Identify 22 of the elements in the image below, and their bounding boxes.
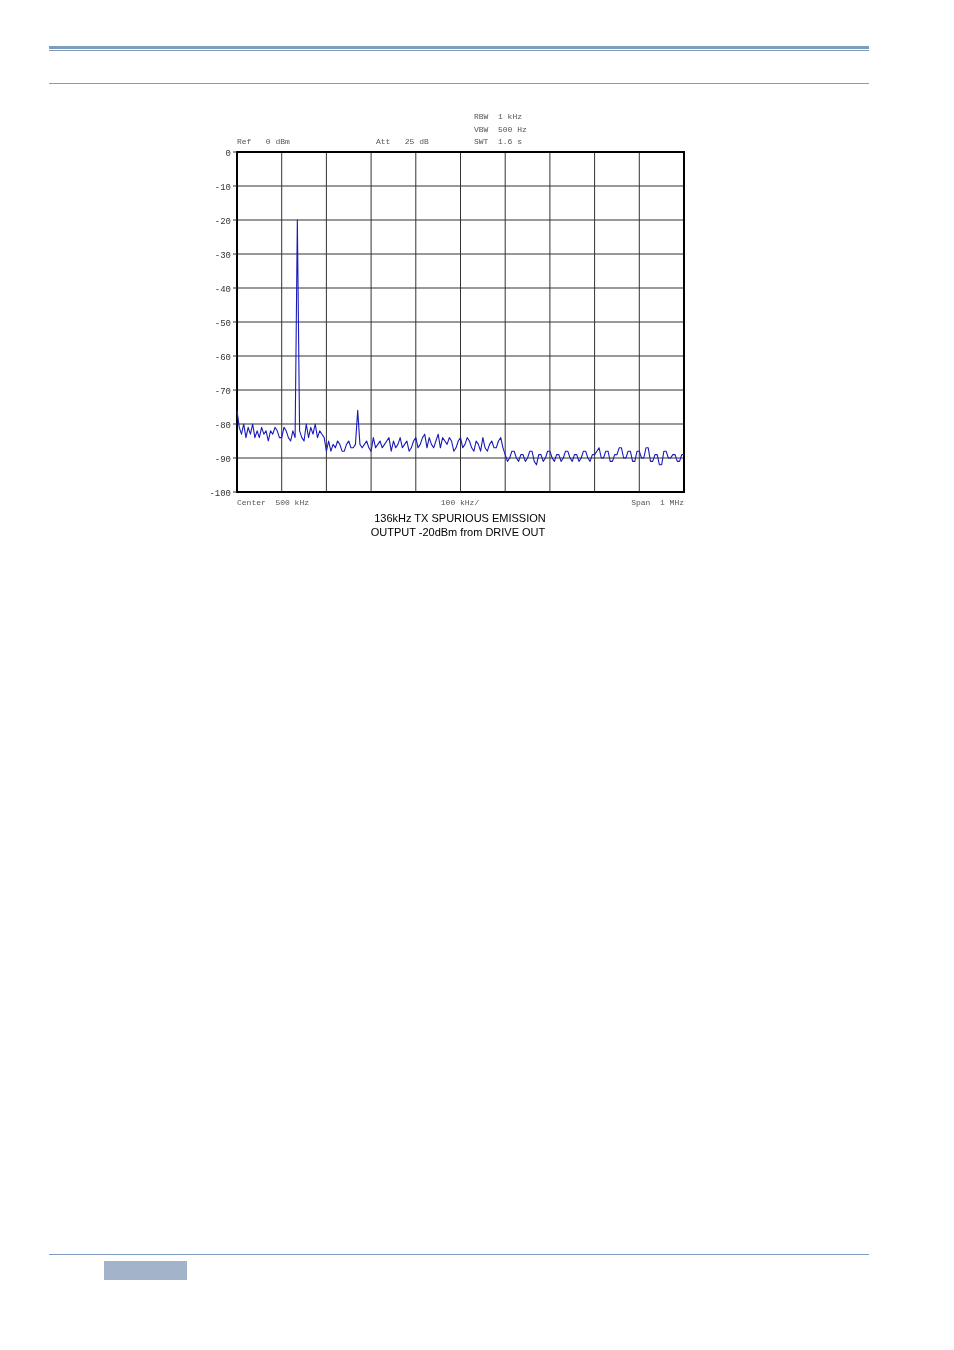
line-series bbox=[236, 219, 685, 466]
y-tick-label: -70 bbox=[214, 386, 231, 397]
y-tick-label: -10 bbox=[214, 182, 231, 193]
text: Span 1 MHz bbox=[631, 498, 685, 507]
y-tick-label: 0 bbox=[225, 148, 231, 159]
y-tick-label: -40 bbox=[214, 284, 231, 295]
text: VBW 500 Hz bbox=[474, 125, 528, 134]
text: OUTPUT -20dBm from DRIVE OUT bbox=[370, 526, 546, 538]
y-tick-label: -20 bbox=[214, 216, 231, 227]
y-tick-label: -80 bbox=[214, 420, 231, 431]
text: 100 kHz/ bbox=[440, 498, 480, 507]
y-tick-label: -50 bbox=[214, 318, 231, 329]
y-tick-label: -60 bbox=[214, 352, 231, 363]
text: RBW 1 kHz bbox=[474, 112, 523, 121]
text: Center 500 kHz bbox=[237, 498, 310, 507]
text: 136kHz TX SPURIOUS EMISSION bbox=[374, 512, 546, 524]
text: Ref 0 dBm bbox=[237, 137, 291, 146]
text: Att 25 dB bbox=[376, 137, 430, 146]
y-tick-label: -90 bbox=[214, 454, 231, 465]
y-tick-label: -100 bbox=[209, 488, 231, 499]
y-tick-label: -30 bbox=[214, 250, 231, 261]
text: SWT 1.6 s bbox=[474, 137, 523, 146]
